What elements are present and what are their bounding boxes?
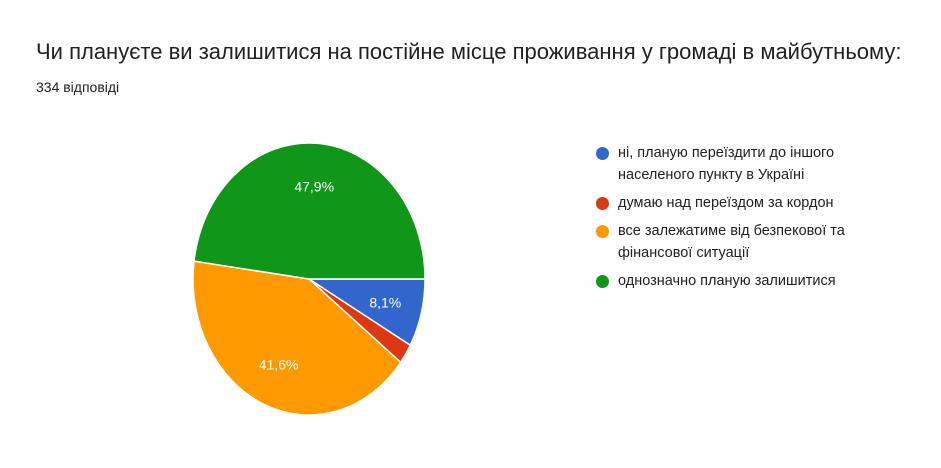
legend: ні, планую переїздити до іншого населено… — [596, 142, 896, 298]
response-count: 334 відповіді — [36, 79, 120, 95]
legend-label: все залежатиме від безпекової та фінансо… — [618, 223, 845, 261]
legend-label: однозначно планую залишитися — [618, 273, 836, 289]
legend-item-depends[interactable]: все залежатиме від безпекової та фінансо… — [596, 220, 896, 264]
pie-slice-label: 41,6% — [259, 356, 299, 372]
chart-title: Чи плануєте ви залишитися на постійне мі… — [36, 39, 902, 64]
pie-slice-label: 47,9% — [294, 179, 334, 195]
legend-item-stay[interactable]: однозначно планую залишитися — [596, 270, 896, 292]
legend-dot-icon — [596, 275, 609, 288]
legend-dot-icon — [596, 147, 609, 160]
pie-slice-stay[interactable] — [193, 142, 426, 280]
legend-dot-icon — [596, 197, 609, 210]
pie-slice-label: 8,1% — [369, 294, 401, 310]
legend-item-move-abroad[interactable]: думаю над переїздом за кордон — [596, 192, 896, 214]
pie-slice-depends[interactable] — [192, 260, 402, 416]
legend-label: думаю над переїздом за кордон — [618, 195, 834, 211]
legend-label: ні, планую переїздити до іншого населено… — [618, 145, 835, 183]
legend-item-move-ukraine[interactable]: ні, планую переїздити до іншого населено… — [596, 142, 896, 186]
legend-dot-icon — [596, 225, 609, 238]
